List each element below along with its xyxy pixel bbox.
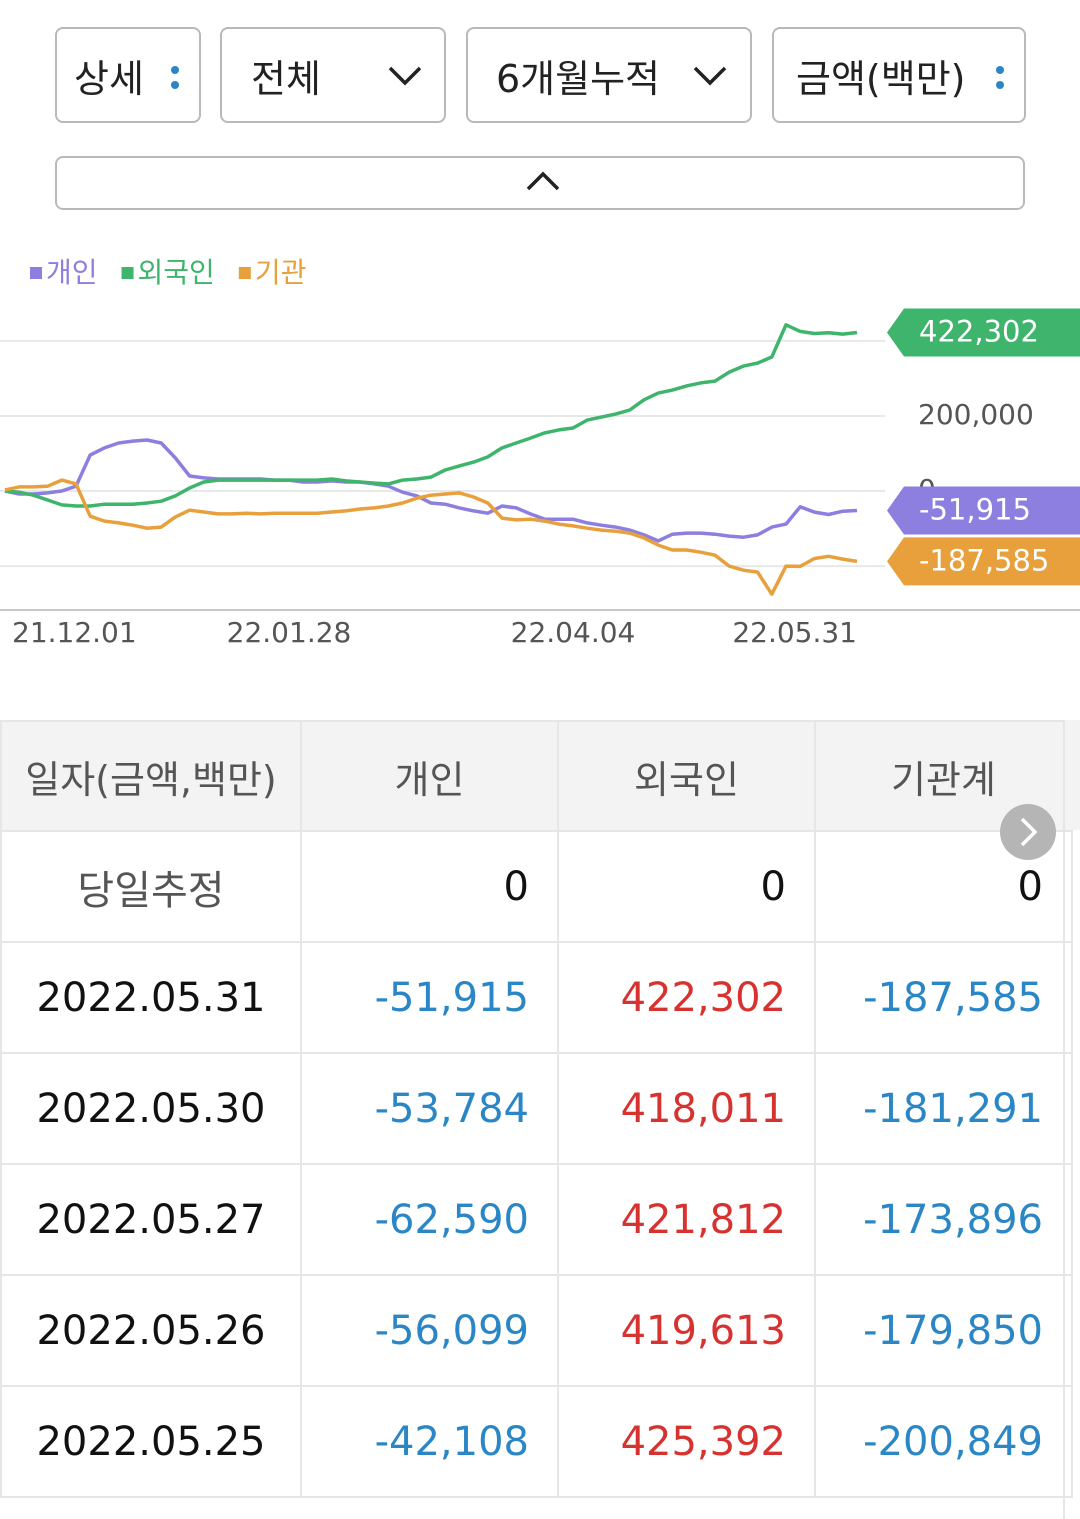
table-row: 2022.05.27 -62,590 421,812 -173,896 [0, 1163, 1073, 1276]
date-cell: 당일추정 [0, 830, 302, 943]
date-cell: 2022.05.31 [0, 941, 302, 1054]
chevron-up [526, 171, 560, 191]
value-cell: -62,590 [300, 1163, 559, 1276]
value-badge [887, 308, 1080, 357]
table-row: 당일추정 0 0 0 [0, 830, 1073, 943]
value-cell: -53,784 [300, 1052, 559, 1165]
date-cell: 2022.05.30 [0, 1052, 302, 1165]
value-cell: -187,585 [814, 941, 1073, 1054]
chart: -200,0000200,000400,00021.12.0122.01.282… [0, 256, 1080, 649]
data-table: 일자(금액,백만) 개인 외국인 기관계 당일추정 0 0 0 2022.05.31 -51,91… [0, 720, 1073, 1498]
value-cell: -200,849 [814, 1385, 1073, 1498]
value-cell: 0 [557, 830, 816, 943]
y-tick-label: 200,000 [918, 398, 1034, 431]
legend-label: 기관 [255, 256, 307, 289]
legend-label: 외국인 [138, 256, 215, 289]
table-row: 2022.05.26 -56,099 419,613 -179,850 [0, 1274, 1073, 1387]
value-cell: 425,392 [557, 1385, 816, 1498]
dropdown-label: 전체 [251, 56, 321, 101]
value-badge-label: -51,915 [919, 493, 1031, 527]
date-cell: 2022.05.26 [0, 1274, 302, 1387]
series-line [4, 323, 858, 508]
next-column [1063, 720, 1080, 1519]
chevron-down [693, 66, 727, 86]
collapse-button[interactable] [55, 156, 1025, 210]
x-tick-label: 21.12.01 [12, 616, 137, 649]
value-cell: 421,812 [557, 1163, 816, 1276]
value-cell: -56,099 [300, 1274, 559, 1387]
column-header: 외국인 [557, 720, 816, 832]
chevron-right [1020, 817, 1038, 847]
period-dropdown[interactable]: 6개월누적 [466, 27, 752, 123]
legend-label: 개인 [46, 256, 98, 289]
scroll-right-button[interactable] [1000, 804, 1056, 860]
legend-swatch [121, 267, 134, 279]
date-cell: 2022.05.27 [0, 1163, 302, 1276]
unit-dropdown[interactable]: 금액(백만) [772, 27, 1026, 123]
table-row: 2022.05.30 -53,784 418,011 -181,291 [0, 1052, 1073, 1165]
value-badge-label: 422,302 [919, 315, 1039, 349]
value-cell: -173,896 [814, 1163, 1073, 1276]
value-cell: 0 [300, 830, 559, 943]
table-row: 2022.05.25 -42,108 425,392 -200,849 [0, 1385, 1073, 1498]
chevron-down [388, 66, 422, 86]
value-cell: 422,302 [557, 941, 816, 1054]
date-cell: 2022.05.25 [0, 1385, 302, 1498]
value-cell: -181,291 [814, 1052, 1073, 1165]
value-badge-label: -187,585 [919, 543, 1049, 577]
next-column-header [1063, 720, 1080, 830]
series-line [4, 478, 858, 596]
dropdown-label: 금액(백만) [796, 56, 966, 101]
value-badge [887, 537, 1080, 586]
scope-dropdown[interactable]: 전체 [220, 27, 446, 123]
x-tick-label: 22.05.31 [732, 616, 857, 649]
detail-dropdown[interactable]: 상세 [55, 27, 201, 123]
header-row: 일자(금액,백만) 개인 외국인 기관계 [0, 720, 1073, 832]
value-cell: -42,108 [300, 1385, 559, 1498]
series-line [4, 438, 858, 543]
value-cell: -179,850 [814, 1274, 1073, 1387]
column-header: 개인 [300, 720, 559, 832]
x-tick-label: 22.01.28 [227, 616, 352, 649]
dropdown-label: 상세 [74, 56, 144, 101]
value-cell: 418,011 [557, 1052, 816, 1165]
value-badge [887, 486, 1080, 535]
legend-swatch [238, 267, 251, 279]
x-tick-label: 22.04.04 [511, 616, 636, 649]
column-header: 일자(금액,백만) [0, 720, 302, 832]
dropdown-label: 6개월누적 [496, 56, 661, 101]
menu-icon [171, 66, 179, 89]
menu-icon [996, 66, 1004, 89]
value-cell: 419,613 [557, 1274, 816, 1387]
table-row: 2022.05.31 -51,915 422,302 -187,585 [0, 941, 1073, 1054]
legend-swatch [30, 267, 42, 279]
value-cell: -51,915 [300, 941, 559, 1054]
